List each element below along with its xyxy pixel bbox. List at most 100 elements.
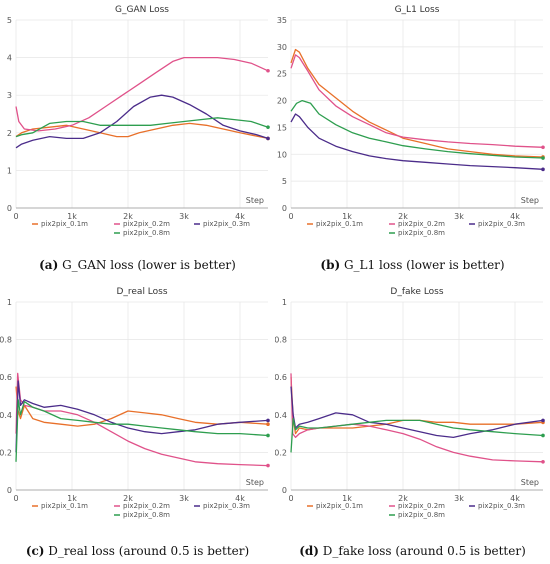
- series-line-pix2pix-0-1m: [290, 377, 544, 435]
- legend-label: pix2pix_0.1m: [41, 220, 88, 228]
- series-line-pix2pix-0-1m: [290, 48, 544, 158]
- y-tick-label: 0.4: [0, 411, 12, 420]
- legend-label: pix2pix_0.8m: [123, 511, 170, 519]
- x-axis-label: Step: [246, 478, 264, 487]
- caption-text: G_GAN loss (lower is better): [58, 258, 236, 272]
- x-tick-label: 2k: [398, 212, 408, 221]
- legend-label: pix2pix_0.8m: [398, 229, 445, 237]
- caption-letter: (c): [25, 544, 45, 558]
- legend-label: pix2pix_0.1m: [316, 220, 363, 228]
- series-end-point: [541, 418, 545, 423]
- x-tick-label: 3k: [454, 212, 464, 221]
- series-line-pix2pix-0-3m: [15, 94, 269, 149]
- series-end-point: [541, 156, 545, 160]
- series-end-point: [541, 460, 545, 464]
- x-tick-label: 2k: [123, 494, 133, 503]
- chart-title: G_L1 Loss: [395, 5, 440, 15]
- x-tick-label: 4k: [510, 212, 520, 221]
- y-tick-label: 1: [7, 166, 12, 175]
- y-tick-label: 0.6: [0, 373, 12, 382]
- series-end-point: [266, 136, 270, 141]
- x-tick-label: 1k: [67, 494, 77, 503]
- y-tick-label: 30: [277, 43, 287, 52]
- legend-label: pix2pix_0.8m: [123, 229, 170, 237]
- y-tick-label: 2: [7, 129, 12, 138]
- y-tick-label: 0.2: [275, 448, 287, 457]
- chart-panel-d-real: D_real Loss 0 0.2 0.4 0.6 0.8 1 0 1k 2k 3k 4k Step pi…: [0, 282, 275, 564]
- legend-label: pix2pix_0.2m: [123, 220, 170, 228]
- series-end-point: [266, 418, 270, 423]
- y-tick-label: 20: [277, 97, 287, 106]
- y-tick-label: 0: [282, 204, 287, 213]
- x-tick-label: 1k: [342, 494, 352, 503]
- x-tick-label: 0: [288, 212, 293, 221]
- y-tick-label: 1: [282, 298, 287, 307]
- series-line-pix2pix-0-8m: [290, 99, 544, 159]
- caption-letter: (d): [299, 544, 319, 558]
- chart-title: G_GAN Loss: [115, 5, 169, 15]
- y-tick-label: 10: [277, 150, 287, 159]
- x-tick-label: 2k: [398, 494, 408, 503]
- y-tick-label: 0: [7, 204, 12, 213]
- x-tick-label: 1k: [342, 212, 352, 221]
- y-tick-label: 0.2: [0, 448, 12, 457]
- y-tick-label: 3: [7, 91, 12, 100]
- x-tick-label: 4k: [510, 494, 520, 503]
- legend-label: pix2pix_0.3m: [203, 502, 250, 510]
- series-end-point: [541, 433, 545, 438]
- caption-d-fake: (d) D_fake loss (around 0.5 is better): [275, 544, 550, 558]
- y-tick-label: 15: [277, 123, 287, 132]
- chart-panel-g-l1: G_L1 Loss 0 5 10 15 20 25 30 35 0 1k 2k 3k 4k Step pix2…: [275, 0, 550, 282]
- series-line-pix2pix-0-2m: [290, 373, 544, 463]
- chart-panel-d-fake: D_fake Loss 0 0.2 0.4 0.6 0.8 1 0 1k 2k 3k 4k Step pi…: [275, 282, 550, 564]
- caption-g-l1: (b) G_L1 loss (lower is better): [275, 258, 550, 272]
- series-line-pix2pix-0-8m: [15, 117, 269, 138]
- chart-title: D_fake Loss: [390, 287, 443, 297]
- series-line-pix2pix-0-8m: [15, 399, 269, 462]
- chart-panel-g-gan: G_GAN Loss 0 1 2 3 4 5 0 1k 2k 3k 4k Step pix2pix_0.1…: [0, 0, 275, 282]
- series-end-point: [541, 167, 545, 172]
- x-tick-label: 0: [288, 494, 293, 503]
- y-tick-label: 1: [7, 298, 12, 307]
- legend-label: pix2pix_0.3m: [203, 220, 250, 228]
- series-line-pix2pix-0-3m: [15, 380, 269, 453]
- legend-label: pix2pix_0.1m: [41, 502, 88, 510]
- series-line-pix2pix-0-3m: [290, 113, 544, 170]
- caption-letter: (a): [39, 258, 59, 272]
- y-tick-label: 0: [7, 486, 12, 495]
- x-tick-label: 3k: [454, 494, 464, 503]
- y-tick-label: 0: [282, 486, 287, 495]
- legend-label: pix2pix_0.3m: [478, 220, 525, 228]
- caption-text: D_real loss (around 0.5 is better): [44, 544, 250, 558]
- y-tick-label: 0.6: [275, 373, 287, 382]
- x-axis-label: Step: [521, 196, 539, 205]
- x-tick-label: 0: [13, 494, 18, 503]
- legend-label: pix2pix_0.2m: [398, 220, 445, 228]
- series-line-pix2pix-0-2m: [290, 54, 544, 148]
- y-tick-label: 4: [7, 54, 12, 63]
- caption-text: G_L1 loss (lower is better): [340, 258, 505, 272]
- series-end-point: [266, 463, 270, 468]
- x-tick-label: 3k: [179, 212, 189, 221]
- y-tick-label: 0.8: [0, 336, 12, 345]
- y-tick-label: 35: [277, 16, 287, 25]
- y-tick-label: 0.8: [275, 336, 287, 345]
- x-tick-label: 4k: [235, 494, 245, 503]
- series-line-pix2pix-0-1m: [15, 122, 269, 140]
- series-line-pix2pix-0-8m: [290, 417, 544, 453]
- legend-label: pix2pix_0.2m: [398, 502, 445, 510]
- series-line-pix2pix-0-2m: [15, 372, 269, 467]
- y-tick-label: 25: [277, 70, 287, 79]
- legend-label: pix2pix_0.2m: [123, 502, 170, 510]
- series-end-point: [266, 125, 270, 129]
- y-tick-label: 5: [7, 16, 12, 25]
- caption-letter: (b): [320, 258, 341, 272]
- x-tick-label: 3k: [179, 494, 189, 503]
- x-tick-label: 2k: [123, 212, 133, 221]
- y-tick-label: 0.4: [275, 411, 287, 420]
- x-tick-label: 1k: [67, 212, 77, 221]
